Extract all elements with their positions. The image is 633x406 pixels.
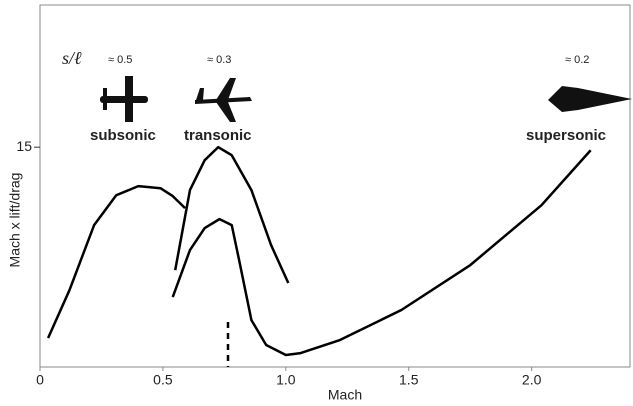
x-axis-label: Mach (328, 387, 362, 403)
curve (173, 150, 591, 355)
annotation: s/ℓ (62, 48, 82, 68)
annotation: ≈ 0.2 (565, 54, 589, 66)
x-tick-label: 1.0 (276, 372, 296, 388)
aircraft-icons (100, 76, 632, 122)
x-tick-label: 0 (36, 372, 44, 388)
y-axis-label: Mach x lift/drag (7, 173, 23, 268)
chart: 0 0.5 1.0 1.5 2.0 15 Mach Mach x lift/drag s/ℓ ≈ … (0, 0, 633, 406)
annotation: subsonic (90, 127, 156, 144)
plane-transonic (195, 78, 252, 122)
x-tick-label: 2.0 (522, 372, 542, 388)
plane-supersonic (548, 86, 632, 112)
annotation: ≈ 0.5 (108, 54, 132, 66)
x-tick-label: 0.5 (153, 372, 173, 388)
x-tick-label: 1.5 (399, 372, 419, 388)
annotation: ≈ 0.3 (207, 54, 231, 66)
curve (175, 147, 288, 283)
annotation: supersonic (526, 127, 606, 144)
annotation: transonic (184, 127, 252, 144)
plane-subsonic (100, 76, 148, 122)
curve (48, 186, 185, 338)
y-tick-label: 15 (16, 138, 32, 154)
page: {"chart_data": {"type": "line", "x_label… (0, 0, 633, 406)
